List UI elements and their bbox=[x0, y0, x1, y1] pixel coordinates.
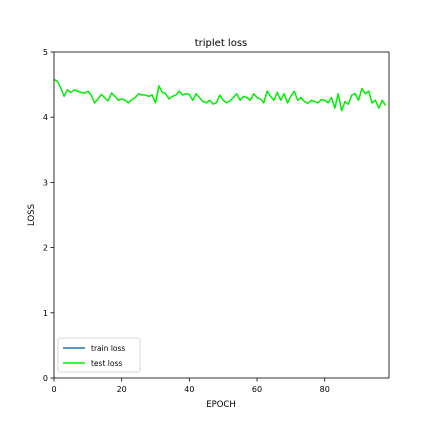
x-tick-label: 80 bbox=[320, 385, 330, 394]
y-axis-ticks: 0 1 2 3 4 5 bbox=[43, 48, 54, 383]
y-tick-label: 1 bbox=[43, 309, 48, 318]
x-tick-label: 40 bbox=[184, 385, 194, 394]
legend: train loss test loss bbox=[58, 338, 140, 372]
x-tick-label: 20 bbox=[117, 385, 127, 394]
x-axis-label: EPOCH bbox=[206, 400, 236, 410]
plot-lines bbox=[54, 79, 386, 110]
y-axis-label: LOSS bbox=[27, 204, 37, 226]
y-tick-label: 4 bbox=[43, 113, 48, 122]
x-tick-label: 60 bbox=[252, 385, 262, 394]
legend-label-test-loss: test loss bbox=[91, 359, 122, 368]
y-tick-label: 0 bbox=[43, 374, 48, 383]
y-tick-label: 2 bbox=[43, 244, 48, 253]
y-tick-label: 3 bbox=[43, 178, 48, 187]
series-line-test-loss bbox=[54, 79, 386, 110]
x-axis-ticks: 0 20 40 60 80 bbox=[51, 378, 329, 394]
legend-label-train-loss: train loss bbox=[91, 344, 125, 353]
plot-frame bbox=[54, 52, 389, 378]
x-tick-label: 0 bbox=[51, 385, 56, 394]
y-tick-label: 5 bbox=[43, 48, 48, 57]
chart-title: triplet loss bbox=[195, 38, 248, 49]
